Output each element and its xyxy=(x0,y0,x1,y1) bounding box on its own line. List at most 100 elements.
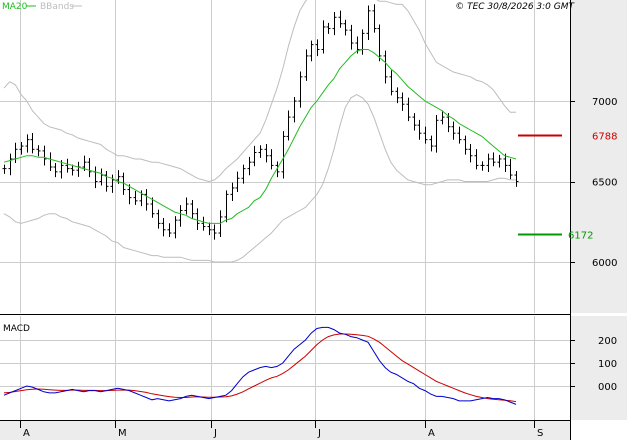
price-axis-label: 6500 xyxy=(592,178,617,189)
price-bar xyxy=(400,92,405,111)
macd-axis-label: 100 xyxy=(598,359,617,370)
price-bar xyxy=(184,197,189,215)
price-bar xyxy=(423,126,428,144)
price-bar xyxy=(133,190,138,205)
price-bar xyxy=(150,197,155,218)
time-axis-label: J xyxy=(317,428,321,439)
price-bar xyxy=(144,189,149,211)
price-bar xyxy=(332,11,337,36)
price-bar xyxy=(304,49,309,81)
price-bar xyxy=(201,216,206,231)
price-bar xyxy=(167,223,172,238)
price-bar xyxy=(269,149,274,170)
price-bar xyxy=(264,143,269,163)
price-bar xyxy=(406,97,411,122)
price-bar xyxy=(383,50,388,84)
price-bar xyxy=(87,158,92,178)
price-bar xyxy=(389,70,394,96)
time-axis-label: J xyxy=(213,428,217,439)
ma20-line xyxy=(3,49,517,224)
time-axis-label: S xyxy=(537,428,543,439)
macd-line xyxy=(3,326,517,405)
price-bar xyxy=(474,149,479,170)
price-bar xyxy=(241,164,246,184)
price-bar xyxy=(224,190,229,223)
price-bar xyxy=(486,153,491,173)
price-bar xyxy=(173,216,178,239)
price-bar xyxy=(434,115,439,153)
price-bar xyxy=(366,5,371,40)
price-bar xyxy=(65,158,70,173)
price-bar xyxy=(258,145,263,158)
price-bar xyxy=(252,145,257,167)
bbands-legend: BBands xyxy=(40,2,74,12)
price-bar xyxy=(315,39,320,57)
copyright-text: © TEC 30/8/2026 3:0 GMT xyxy=(455,2,575,12)
price-bar xyxy=(190,200,195,220)
price-bar xyxy=(412,113,417,131)
price-bar xyxy=(212,224,217,240)
price-bar xyxy=(286,110,291,141)
price-bar xyxy=(2,164,7,174)
price-bar xyxy=(104,171,109,192)
price-bar xyxy=(178,205,183,227)
time-axis-panel xyxy=(0,421,571,440)
price-bar xyxy=(429,135,434,152)
price-bar xyxy=(8,153,13,176)
price-bar xyxy=(247,156,252,176)
price-bar xyxy=(207,222,212,236)
price-bar xyxy=(480,161,485,171)
price-bar xyxy=(338,10,343,28)
price-bar xyxy=(298,71,303,108)
price-bar xyxy=(42,145,47,166)
price-bar xyxy=(281,131,286,179)
support-level-label: 6172 xyxy=(568,231,593,242)
price-bar xyxy=(121,172,126,195)
price-axis-label: 6000 xyxy=(592,258,617,269)
price-bar xyxy=(395,87,400,104)
price-bar xyxy=(59,160,64,179)
price-bar xyxy=(514,171,519,187)
price-bar xyxy=(36,145,41,157)
price-bar xyxy=(30,133,35,154)
price-bar xyxy=(497,154,502,168)
bb-upper-line xyxy=(3,0,516,183)
price-bar xyxy=(349,24,354,50)
price-bar xyxy=(457,126,462,144)
macd-axis-label: 000 xyxy=(598,382,617,393)
price-bar xyxy=(53,162,58,178)
price-bar xyxy=(372,4,377,33)
time-axis-label: A xyxy=(428,428,435,439)
price-bar xyxy=(70,164,75,176)
price-bar xyxy=(377,24,382,62)
price-bar xyxy=(326,22,331,34)
time-axis-label: M xyxy=(118,428,127,439)
macd-panel-title: MACD xyxy=(3,324,30,334)
price-bar xyxy=(235,171,240,192)
price-bar xyxy=(463,135,468,155)
price-bar xyxy=(508,158,513,180)
price-bar xyxy=(440,110,445,125)
price-bar xyxy=(417,119,422,140)
price-bar xyxy=(491,152,496,167)
ma20-legend: MA20 xyxy=(2,2,28,12)
time-axis-label: A xyxy=(23,428,30,439)
price-bar xyxy=(503,153,508,173)
price-bar xyxy=(468,143,473,163)
price-bar xyxy=(275,161,280,178)
price-bar xyxy=(127,184,132,205)
price-bar xyxy=(25,134,30,153)
price-bar xyxy=(321,20,326,54)
price-bar xyxy=(343,19,348,36)
price-axis-panel xyxy=(571,0,627,313)
price-bar xyxy=(309,40,314,62)
price-bar xyxy=(156,209,161,229)
bb-lower-line xyxy=(3,94,516,263)
price-bar xyxy=(161,218,166,237)
price-bar xyxy=(451,121,456,140)
price-axis-label: 7000 xyxy=(592,97,617,108)
macd-axis-label: 200 xyxy=(598,336,617,347)
resistance-level-label: 6788 xyxy=(592,132,617,143)
